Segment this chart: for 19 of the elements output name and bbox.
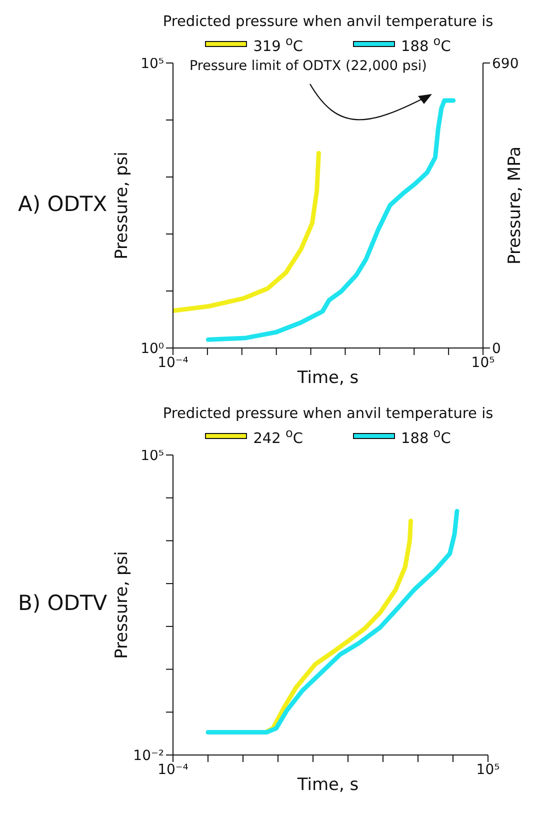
legend-label: 188 $^{o}$C (401, 34, 451, 55)
y-axis-title: Pressure, psi (112, 152, 132, 260)
legend-title: Predicted pressure when anvil temperature is (162, 406, 494, 422)
text: A) ODTX (18, 192, 108, 216)
x-axis-title: Time, s (297, 368, 359, 388)
x-axis-title: Time, s (297, 775, 359, 795)
x-tick-label: 10⁻⁴ (158, 354, 189, 371)
y2-axis-title: Pressure, MPa (505, 146, 525, 264)
legend-title: Predicted pressure when anvil temperature is (162, 14, 494, 30)
y2-tick-label: 0 (492, 340, 501, 357)
text: B) ODTV (18, 591, 108, 615)
y-axis-title: Pressure, psi (112, 551, 132, 659)
legend-label: 242 $^{o}$C (253, 426, 303, 447)
y-tick-label: 10⁻² (133, 748, 164, 764)
y-tick-label: 10⁰ (140, 340, 164, 357)
x-tick-label: 10⁻⁴ (158, 762, 189, 778)
legend-label: 319 $^{o}$C (253, 34, 303, 55)
annotation: Pressure limit of ODTX (22,000 psi) (188, 58, 428, 74)
legend-label: 188 $^{o}$C (401, 426, 451, 447)
